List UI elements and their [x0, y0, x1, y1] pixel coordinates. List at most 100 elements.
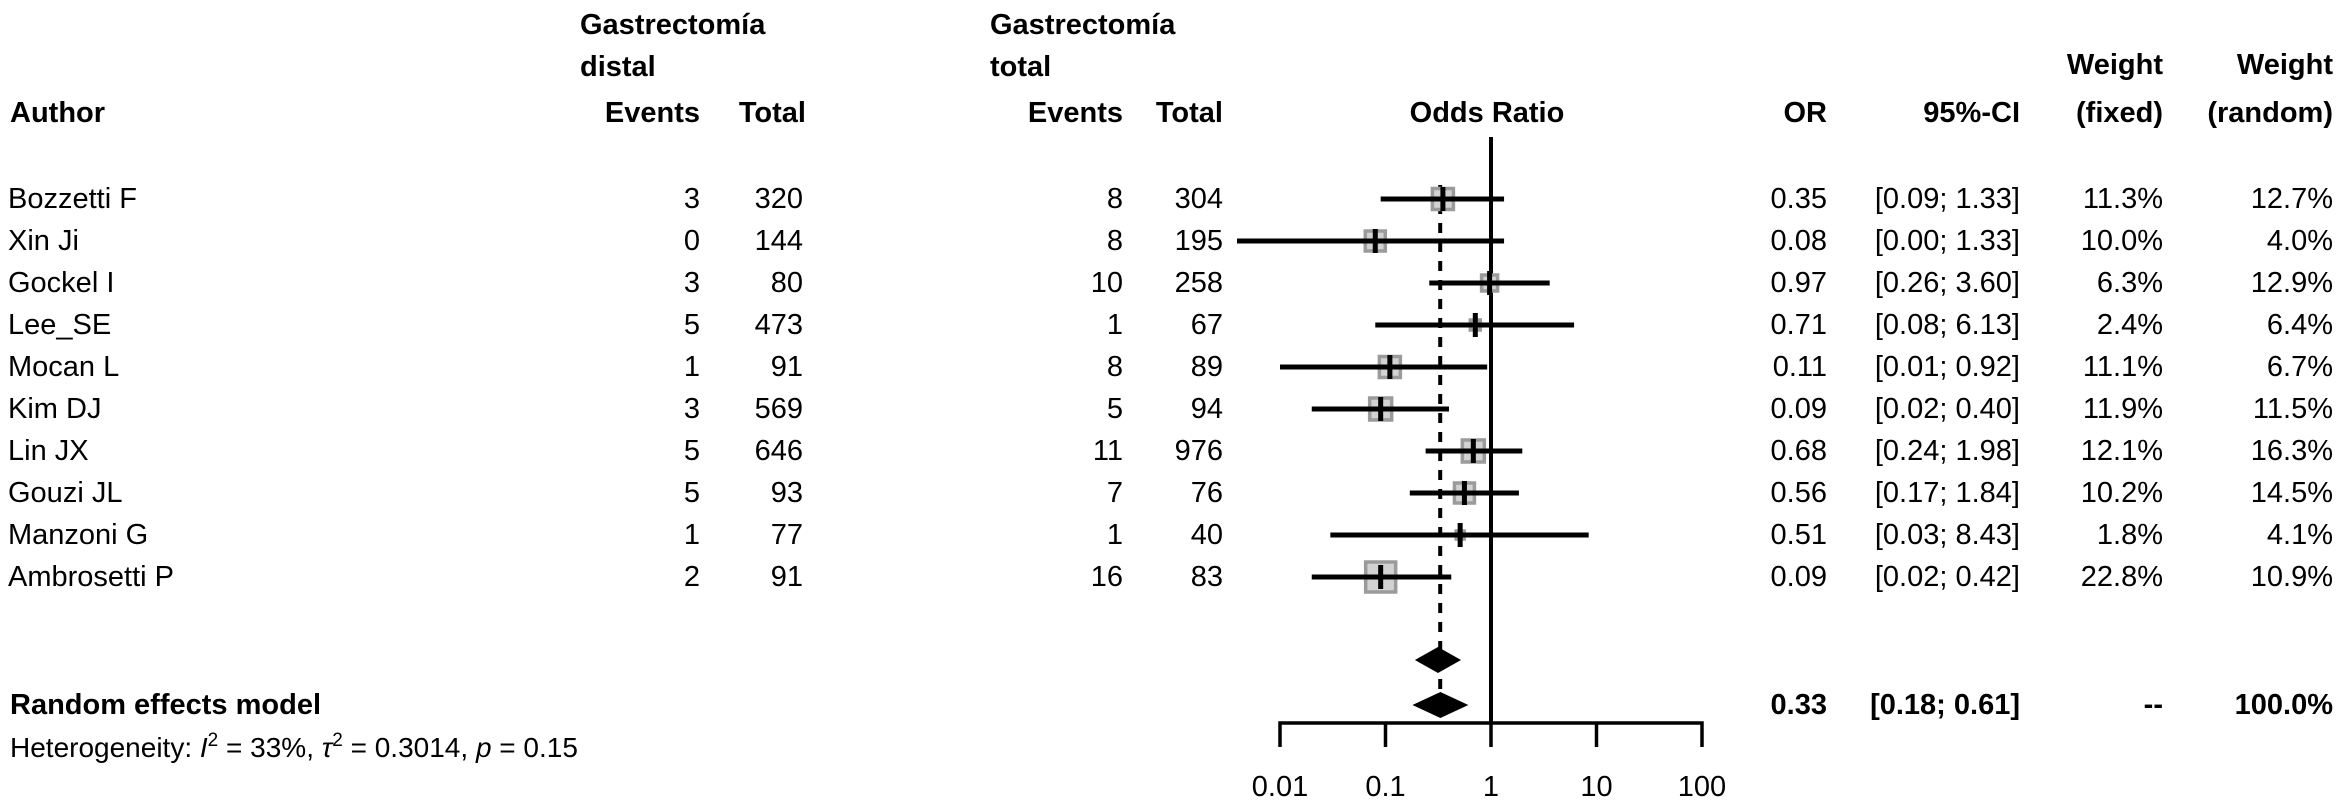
study-distal-total: 80	[770, 267, 803, 299]
study-total-total: 89	[1190, 351, 1223, 383]
heterogeneity-text-segment: I	[199, 732, 208, 763]
study-total-total: 976	[1174, 435, 1223, 467]
study-author: Gouzi JL	[8, 477, 123, 509]
random-effects-label: Random effects model	[10, 689, 321, 721]
study-weight-fixed: 22.8%	[2080, 561, 2163, 593]
heterogeneity-text-segment: = 0.3014,	[342, 732, 476, 763]
point-estimate-tick	[1378, 565, 1384, 589]
study-total-events: 1	[1106, 519, 1123, 551]
study-total-total: 195	[1174, 225, 1223, 257]
study-weight-random: 16.3%	[2250, 435, 2333, 467]
study-distal-events: 5	[683, 477, 700, 509]
point-estimate-tick	[1387, 355, 1393, 379]
weight-random-header: (random)	[2207, 97, 2333, 129]
study-distal-events: 3	[683, 393, 700, 425]
ci-column-header: 95%-CI	[1923, 97, 2020, 129]
study-total-events: 5	[1106, 393, 1123, 425]
total-group-header-line1: Gastrectomía	[990, 9, 1176, 41]
x-axis-tick-label: 10	[1580, 771, 1613, 803]
random-effects-or: 0.33	[1770, 689, 1827, 721]
study-distal-total: 473	[754, 309, 803, 341]
point-estimate-tick	[1470, 439, 1476, 463]
random-effects-weight-random: 100.0%	[2234, 689, 2333, 721]
x-axis-tick-label: 100	[1677, 771, 1727, 803]
study-ci: [0.02; 0.40]	[1874, 393, 2020, 425]
study-total-total: 258	[1174, 267, 1223, 299]
study-weight-fixed: 11.9%	[2082, 393, 2163, 425]
study-distal-events: 5	[683, 435, 700, 467]
study-ci: [0.24; 1.98]	[1874, 435, 2020, 467]
odds-ratio-header: Odds Ratio	[1409, 97, 1565, 129]
study-weight-random: 6.4%	[2266, 309, 2333, 341]
study-total-total: 40	[1190, 519, 1223, 551]
study-ci: [0.02; 0.42]	[1874, 561, 2020, 593]
study-ci: [0.00; 1.33]	[1874, 225, 2020, 257]
study-weight-fixed: 10.2%	[2080, 477, 2163, 509]
study-or: 0.09	[1770, 561, 1827, 593]
heterogeneity-text-segment: τ	[321, 732, 333, 763]
study-author: Xin Ji	[8, 225, 79, 257]
study-weight-fixed: 10.0%	[2080, 225, 2163, 257]
study-weight-fixed: 6.3%	[2096, 267, 2163, 299]
study-ci: [0.01; 0.92]	[1874, 351, 2020, 383]
total-events-header: Events	[1027, 97, 1123, 129]
study-distal-total: 91	[770, 351, 803, 383]
study-distal-events: 2	[683, 561, 700, 593]
study-author: Ambrosetti P	[8, 561, 174, 593]
point-estimate-tick	[1457, 523, 1463, 547]
point-estimate-tick	[1461, 481, 1467, 505]
or-column-header: OR	[1783, 97, 1828, 129]
distal-events-header: Events	[604, 97, 700, 129]
study-or: 0.56	[1770, 477, 1827, 509]
distal-group-header-line2: distal	[580, 51, 656, 83]
distal-total-header: Total	[738, 97, 806, 129]
study-author: Gockel I	[8, 267, 115, 299]
heterogeneity-stats: Heterogeneity: I2 = 33%, τ2 = 0.3014, p …	[10, 730, 578, 769]
study-total-events: 11	[1092, 435, 1123, 467]
study-weight-random: 12.9%	[2250, 267, 2333, 299]
study-distal-total: 320	[754, 183, 803, 215]
study-weight-random: 11.5%	[2252, 393, 2333, 425]
study-weight-random: 4.0%	[2266, 225, 2333, 257]
heterogeneity-text-segment: = 0.15	[491, 732, 578, 763]
study-or: 0.71	[1770, 309, 1827, 341]
study-distal-total: 93	[770, 477, 803, 509]
heterogeneity-text-segment: 2	[207, 730, 219, 751]
weight-fixed-header-top: Weight	[2066, 49, 2163, 81]
study-author: Bozzetti F	[8, 183, 137, 215]
study-ci: [0.08; 6.13]	[1874, 309, 2020, 341]
study-ci: [0.26; 3.60]	[1874, 267, 2020, 299]
study-distal-events: 5	[683, 309, 700, 341]
study-distal-events: 3	[683, 183, 700, 215]
x-axis-tick-label: 0.1	[1365, 771, 1406, 803]
study-total-events: 8	[1106, 351, 1123, 383]
distal-group-header-line1: Gastrectomía	[580, 9, 766, 41]
study-distal-events: 0	[683, 225, 700, 257]
heterogeneity-text-segment: 2	[332, 730, 343, 751]
point-estimate-tick	[1378, 397, 1384, 421]
study-author: Kim DJ	[8, 393, 102, 425]
study-ci: [0.03; 8.43]	[1874, 519, 2020, 551]
study-or: 0.68	[1770, 435, 1827, 467]
study-distal-total: 646	[754, 435, 803, 467]
heterogeneity-text-segment: p	[475, 732, 492, 763]
study-weight-random: 12.7%	[2250, 183, 2333, 215]
study-or: 0.97	[1770, 267, 1827, 299]
study-total-total: 304	[1174, 183, 1223, 215]
random-effects-weight-fixed: --	[2143, 689, 2163, 721]
study-author: Manzoni G	[8, 519, 149, 551]
weight-random-header-top: Weight	[2236, 49, 2333, 81]
weight-fixed-header: (fixed)	[2076, 97, 2163, 129]
study-total-events: 10	[1090, 267, 1123, 299]
study-or: 0.08	[1770, 225, 1827, 257]
author-column-header: Author	[10, 97, 106, 129]
study-or: 0.35	[1770, 183, 1827, 215]
random-effects-diamond	[1412, 692, 1469, 718]
study-distal-total: 144	[754, 225, 803, 257]
study-weight-random: 10.9%	[2250, 561, 2333, 593]
x-axis-tick-label: 0.01	[1251, 771, 1309, 803]
study-weight-fixed: 2.4%	[2096, 309, 2163, 341]
study-distal-total: 77	[770, 519, 803, 551]
study-author: Mocan L	[8, 351, 120, 383]
